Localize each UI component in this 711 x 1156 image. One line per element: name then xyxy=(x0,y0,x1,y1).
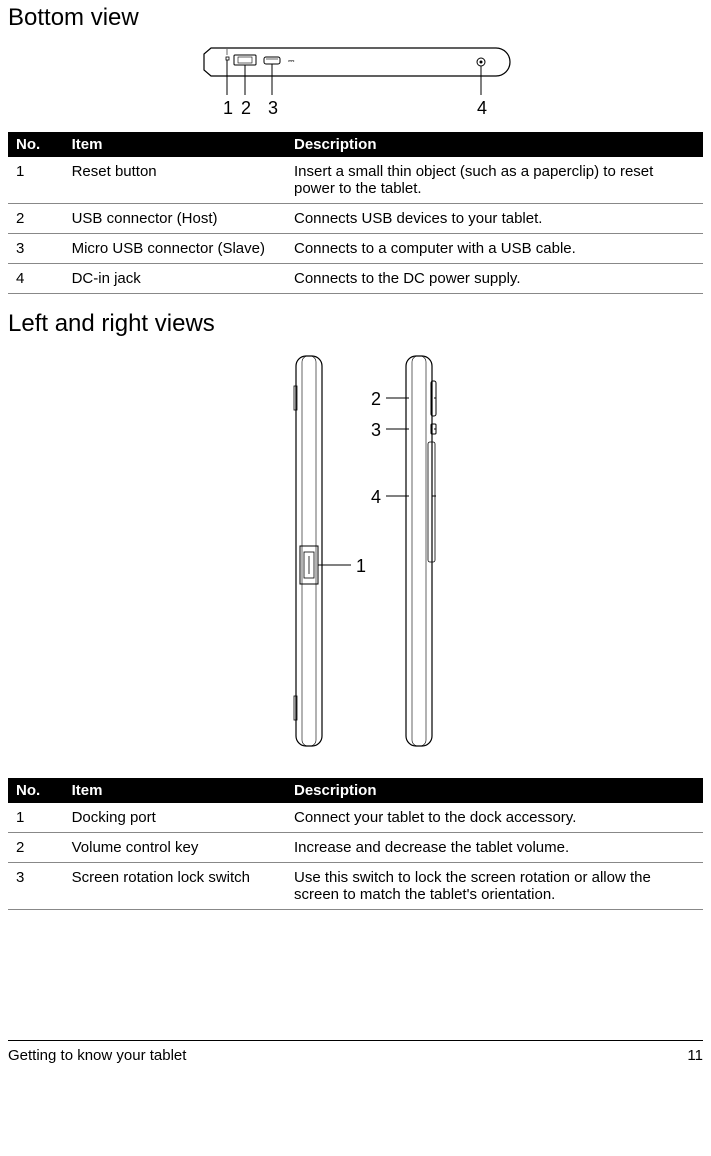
svg-text:⎓: ⎓ xyxy=(288,56,295,65)
side-callout-4: 4 xyxy=(371,487,381,507)
col-no: No. xyxy=(8,778,64,803)
side-view-table: No. Item Description 1 Docking port Conn… xyxy=(8,778,703,910)
side-callout-2: 2 xyxy=(371,389,381,409)
bottom-view-table: No. Item Description 1 Reset button Inse… xyxy=(8,132,703,294)
side-callout-3: 3 xyxy=(371,420,381,440)
side-callout-1: 1 xyxy=(356,556,366,576)
callout-4: 4 xyxy=(477,98,487,118)
footer-page-number: 11 xyxy=(687,1047,703,1064)
section-heading-bottom-view: Bottom view xyxy=(8,4,703,32)
table-header-row: No. Item Description xyxy=(8,132,703,157)
table-header-row: No. Item Description xyxy=(8,778,703,803)
col-desc: Description xyxy=(286,132,703,157)
table-row: 2 USB connector (Host) Connects USB devi… xyxy=(8,204,703,234)
table-row: 3 Screen rotation lock switch Use this s… xyxy=(8,863,703,910)
table-row: 2 Volume control key Increase and decrea… xyxy=(8,833,703,863)
side-view-diagram: 1 2 3 4 xyxy=(8,346,703,766)
bottom-view-diagram: ⎓ 1 2 3 4 xyxy=(8,40,703,120)
table-row: 1 Docking port Connect your tablet to th… xyxy=(8,803,703,833)
callout-1: 1 xyxy=(223,98,233,118)
section-heading-side-views: Left and right views xyxy=(8,310,703,338)
callout-3: 3 xyxy=(268,98,278,118)
col-no: No. xyxy=(8,132,64,157)
table-row: 1 Reset button Insert a small thin objec… xyxy=(8,157,703,204)
col-item: Item xyxy=(64,778,286,803)
footer-section-title: Getting to know your tablet xyxy=(8,1047,186,1064)
table-row: 3 Micro USB connector (Slave) Connects t… xyxy=(8,234,703,264)
table-row: 4 DC-in jack Connects to the DC power su… xyxy=(8,264,703,294)
callout-2: 2 xyxy=(241,98,251,118)
col-item: Item xyxy=(64,132,286,157)
page-footer: Getting to know your tablet 11 xyxy=(8,1040,703,1064)
col-desc: Description xyxy=(286,778,703,803)
